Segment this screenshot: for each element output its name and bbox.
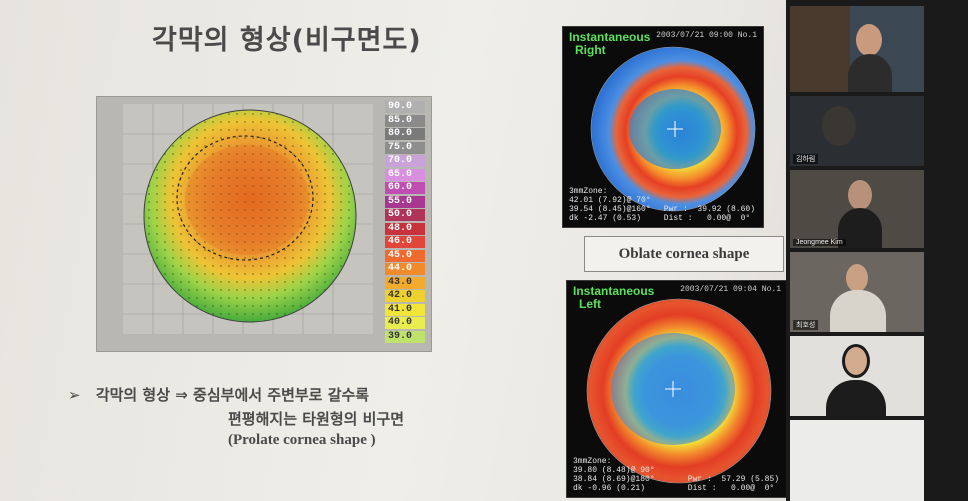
scale-value: 60.0	[385, 182, 425, 194]
participant-body	[848, 54, 892, 92]
map-left-info: 3mmZone: 39.80 (8.48)@ 90° 38.84 (8.69)@…	[573, 457, 655, 493]
participant-name-3: Jeongmee Kim	[793, 239, 846, 246]
bullet-text-1: 각막의 형상 ⇒ 중심부에서 주변부로 갈수록	[95, 386, 370, 404]
scale-value: 55.0	[385, 195, 425, 208]
participant-tile-1[interactable]	[790, 6, 924, 92]
scale-value: 44.0	[385, 263, 425, 275]
bookshelf-background	[790, 6, 850, 92]
scale-value: 39.0	[385, 330, 425, 343]
topography-plot	[123, 104, 373, 334]
scale-value: 65.0	[385, 168, 425, 181]
scale-value: 41.0	[385, 303, 425, 316]
map-left-title: Instantaneous	[573, 284, 655, 298]
scale-value: 43.0	[385, 276, 425, 289]
oblate-caption: Oblate cornea shape	[584, 236, 784, 272]
participant-body	[826, 380, 886, 416]
participant-tile-2[interactable]: 김하림	[790, 96, 924, 166]
map-right-info: 3mmZone: 42.01 (7.92)@ 70° 39.54 (8.45)@…	[569, 187, 651, 223]
participant-avatar	[848, 180, 872, 210]
scale-value: 50.0	[385, 209, 425, 221]
map-right-date: 2003/07/21 09:00 No.1	[656, 31, 757, 40]
map-right-title: Instantaneous	[569, 30, 651, 44]
participant-avatar	[842, 344, 870, 378]
map-right-eye: Right	[575, 43, 606, 57]
topography-map-right: Instantaneous Right 2003/07/21 09:00 No.…	[562, 26, 764, 228]
slide-title: 각막의 형상(비구면도)	[152, 25, 422, 56]
map-right-power: Pwr : 39.92 (8.60) Dist : 0.00@ 0°	[663, 205, 755, 223]
empty-tile	[790, 420, 924, 501]
participant-avatar	[856, 24, 882, 56]
scale-value: 75.0	[385, 141, 425, 154]
participant-avatar	[846, 264, 868, 292]
scale-value: 70.0	[385, 155, 425, 167]
corneal-topography-chart: 90.0 85.0 80.0 75.0 70.0 65.0 60.0 55.0 50.0 48.0…	[96, 96, 432, 352]
topography-map-left: Instantaneous Left 2003/07/21 09:04 No.1…	[566, 280, 788, 498]
scale-value: 40.0	[385, 317, 425, 329]
color-scale-legend: 90.0 85.0 80.0 75.0 70.0 65.0 60.0 55.0 50.0 48.0…	[373, 101, 429, 347]
participant-tile-4[interactable]: 최호성	[790, 252, 924, 332]
participant-tile-5[interactable]	[790, 336, 924, 416]
participant-video-strip: 김하림 Jeongmee Kim 최호성	[786, 0, 968, 501]
participant-name-2: 김하림	[793, 154, 819, 164]
scale-value: 48.0	[385, 222, 425, 235]
map-left-date: 2003/07/21 09:04 No.1	[680, 285, 781, 294]
participant-name-4: 최호성	[793, 320, 819, 330]
topography-map-left-image	[586, 298, 772, 484]
map-left-power: Pwr : 57.29 (5.85) Dist : 0.00@ 0°	[687, 475, 779, 493]
bullet-text-2: 편평해지는 타원형의 비구면	[228, 410, 405, 428]
scale-value: 85.0	[385, 114, 425, 127]
map-left-eye: Left	[579, 297, 601, 311]
participant-tile-3[interactable]: Jeongmee Kim	[790, 170, 924, 248]
scale-value: 80.0	[385, 128, 425, 140]
bullet-arrow-icon: ➢	[68, 386, 81, 404]
bullet-point-1: ➢ 각막의 형상 ⇒ 중심부에서 주변부로 갈수록	[68, 384, 369, 405]
scale-value: 42.0	[385, 290, 425, 302]
scale-value: 46.0	[385, 236, 425, 248]
topography-map-right-image	[590, 46, 756, 212]
scale-value: 90.0	[385, 101, 425, 113]
participant-avatar	[822, 106, 856, 146]
participant-body	[830, 290, 886, 332]
scale-value: 45.0	[385, 249, 425, 262]
bullet-text-3: (Prolate cornea shape )	[228, 432, 376, 448]
